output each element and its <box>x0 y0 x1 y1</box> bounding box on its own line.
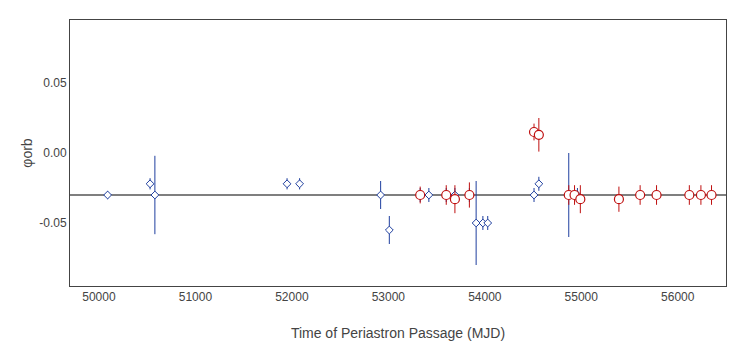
svg-text:56000: 56000 <box>661 290 695 304</box>
svg-text:52000: 52000 <box>275 290 309 304</box>
svg-text:φorb: φorb <box>19 138 35 168</box>
svg-text:50000: 50000 <box>82 290 116 304</box>
svg-text:51000: 51000 <box>179 290 213 304</box>
svg-text:0.00: 0.00 <box>43 146 67 160</box>
svg-text:0.05: 0.05 <box>43 76 67 90</box>
svg-text:53000: 53000 <box>372 290 406 304</box>
svg-text:54000: 54000 <box>468 290 502 304</box>
svg-text:-0.05: -0.05 <box>39 216 67 230</box>
svg-text:Time of Periastron Passage (MJ: Time of Periastron Passage (MJD) <box>291 325 505 341</box>
svg-text:55000: 55000 <box>565 290 599 304</box>
